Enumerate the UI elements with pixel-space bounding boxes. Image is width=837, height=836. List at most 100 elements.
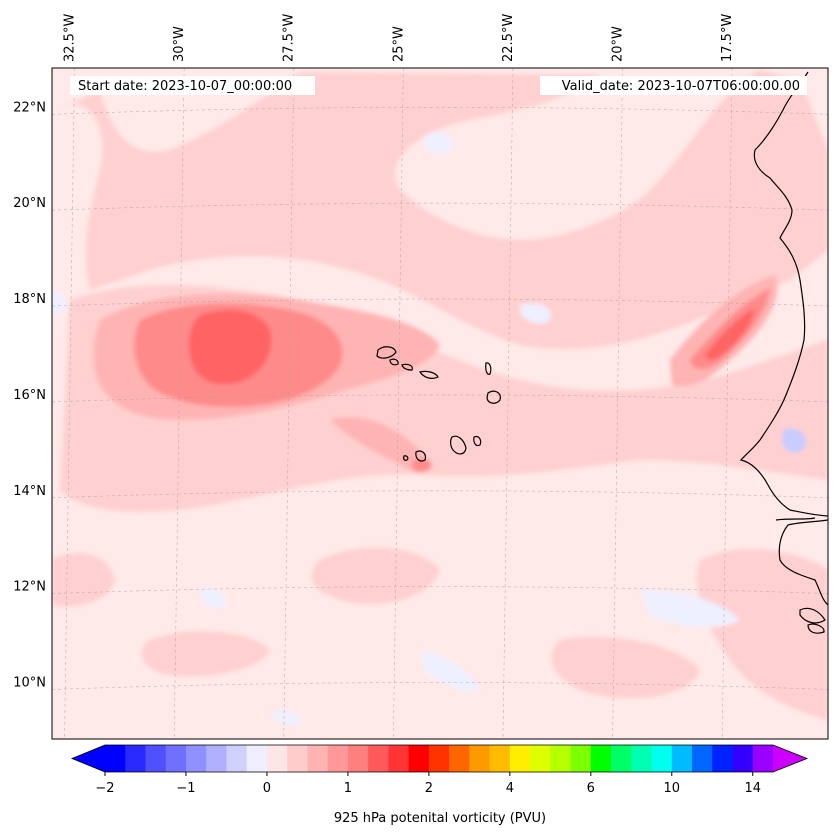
latitude-tick-label: 18°N (13, 292, 46, 307)
colorbar-segment (347, 745, 369, 772)
parallel-gridline (52, 202, 828, 211)
island-boa-vista (486, 390, 501, 404)
colorbar-tick-label: −2 (95, 781, 114, 796)
pv-neg-patch-4 (640, 590, 740, 628)
pv-patch-south-1 (141, 631, 270, 677)
island-sal (485, 362, 492, 375)
island-lobos (419, 370, 439, 379)
meridian-gridline (283, 68, 295, 739)
colorbar-segment (590, 745, 612, 772)
colorbar-label: 925 hPa potenital vorticity (PVU) (334, 811, 546, 826)
parallel-gridline (52, 586, 828, 594)
island-maio (473, 435, 482, 447)
meridian-gridline (721, 68, 733, 739)
latitude-tick-label: 16°N (13, 388, 46, 403)
colorbar-segment (408, 745, 430, 772)
parallel-gridline (52, 490, 828, 499)
colorbar-segment (287, 745, 308, 772)
gambia-coast (775, 517, 816, 521)
island-santiago (450, 435, 467, 455)
longitude-tick-label: 30°W (172, 26, 187, 62)
colorbar-segment (732, 745, 754, 772)
colorbar-segment (125, 745, 146, 772)
colorbar-segment (631, 745, 653, 772)
pv-band-low (60, 70, 828, 349)
island-santo-antao (376, 346, 397, 359)
pv-neg-patch-1 (425, 132, 453, 155)
colorbar-segment (307, 745, 329, 772)
colorbar-under-arrow (72, 745, 105, 772)
colorbar-tick-label: 0 (263, 781, 271, 796)
pv-neg-patch-3 (420, 650, 480, 692)
pv-spot-fogo (412, 458, 432, 473)
colorbar: −2 −1 0 1 2 4 6 10 14 (70, 744, 809, 796)
pv-contour-fills (52, 70, 828, 726)
colorbar-segment (246, 745, 268, 772)
map-panel[interactable]: Start date: 2023-10-07_00:00:00 Valid_da… (52, 68, 828, 739)
colorbar-segment (185, 745, 207, 772)
latitude-tick-label: 22°N (13, 100, 46, 115)
longitude-tick-label: 25°W (391, 26, 406, 62)
colorbar-tick-label: 14 (744, 781, 761, 796)
colorbar-tick-label: 1 (344, 781, 352, 796)
map-gridlines (52, 68, 828, 739)
meridian-gridline (502, 68, 514, 739)
colorbar-tick-label: 4 (506, 781, 514, 796)
parallel-gridline (52, 394, 828, 403)
pv-neg-patch-6 (520, 303, 551, 324)
start-date-text: Start date: 2023-10-07_00:00:00 (78, 79, 292, 94)
coastlines (376, 71, 828, 634)
colorbar-segment (327, 745, 349, 772)
colorbar-tick-label: 2 (425, 781, 433, 796)
colorbar-segment (530, 745, 551, 772)
parallel-gridline (52, 107, 828, 115)
colorbar-segment (651, 745, 673, 772)
colorbar-tick-label: 10 (664, 781, 681, 796)
pv-neg-patch-5 (200, 588, 226, 608)
parallel-gridline (52, 298, 828, 307)
colorbar-segment (388, 745, 410, 772)
colorbar-segment (145, 745, 167, 772)
island-brava (403, 455, 409, 461)
colorbar-segment (469, 745, 491, 772)
meridian-gridline (393, 68, 404, 739)
colorbar-over-arrow (773, 745, 807, 772)
island-sao-vicente (389, 358, 399, 366)
colorbar-segment (368, 745, 389, 772)
pv-patch-south-3 (551, 636, 700, 699)
africa-coastline-south (778, 519, 828, 606)
colorbar-segment (226, 745, 248, 772)
meridian-gridline (64, 68, 75, 739)
map-frame (51, 67, 829, 740)
colorbar-segment (712, 745, 734, 772)
longitude-tick-label: 20°W (611, 26, 626, 62)
parallel-gridline (52, 682, 828, 690)
longitude-tick-label: 32.5°W (63, 14, 78, 62)
meridian-gridline (612, 68, 623, 739)
colorbar-segment (165, 745, 187, 772)
colorbar-segment (449, 745, 470, 772)
start-date-box (70, 76, 315, 95)
colorbar-segment (671, 745, 693, 772)
pv-core-west-inner (188, 310, 272, 385)
longitude-tick-label: 17.5°W (720, 14, 735, 62)
pv-neg-patch-senegal (782, 428, 807, 453)
colorbar-segment (509, 745, 531, 772)
colorbar-segment (550, 745, 572, 772)
latitude-tick-label: 10°N (13, 675, 46, 690)
latitude-tick-label: 14°N (13, 484, 46, 499)
colorbar-segment (105, 745, 126, 772)
pv-patch-south-2 (311, 547, 440, 604)
longitude-tick-label: 27.5°W (282, 14, 297, 62)
colorbar-segment (570, 745, 592, 772)
latitude-tick-label: 20°N (13, 196, 46, 211)
pv-neg-patch-2 (52, 290, 67, 315)
colorbar-segment (428, 745, 450, 772)
bissagos-coast (799, 607, 826, 634)
meridian-gridline (173, 68, 185, 739)
africa-coastline (739, 71, 828, 517)
latitude-tick-label: 12°N (13, 580, 46, 595)
colorbar-segment (206, 745, 227, 772)
colorbar-segment (489, 745, 511, 772)
valid-date-box (540, 76, 807, 95)
